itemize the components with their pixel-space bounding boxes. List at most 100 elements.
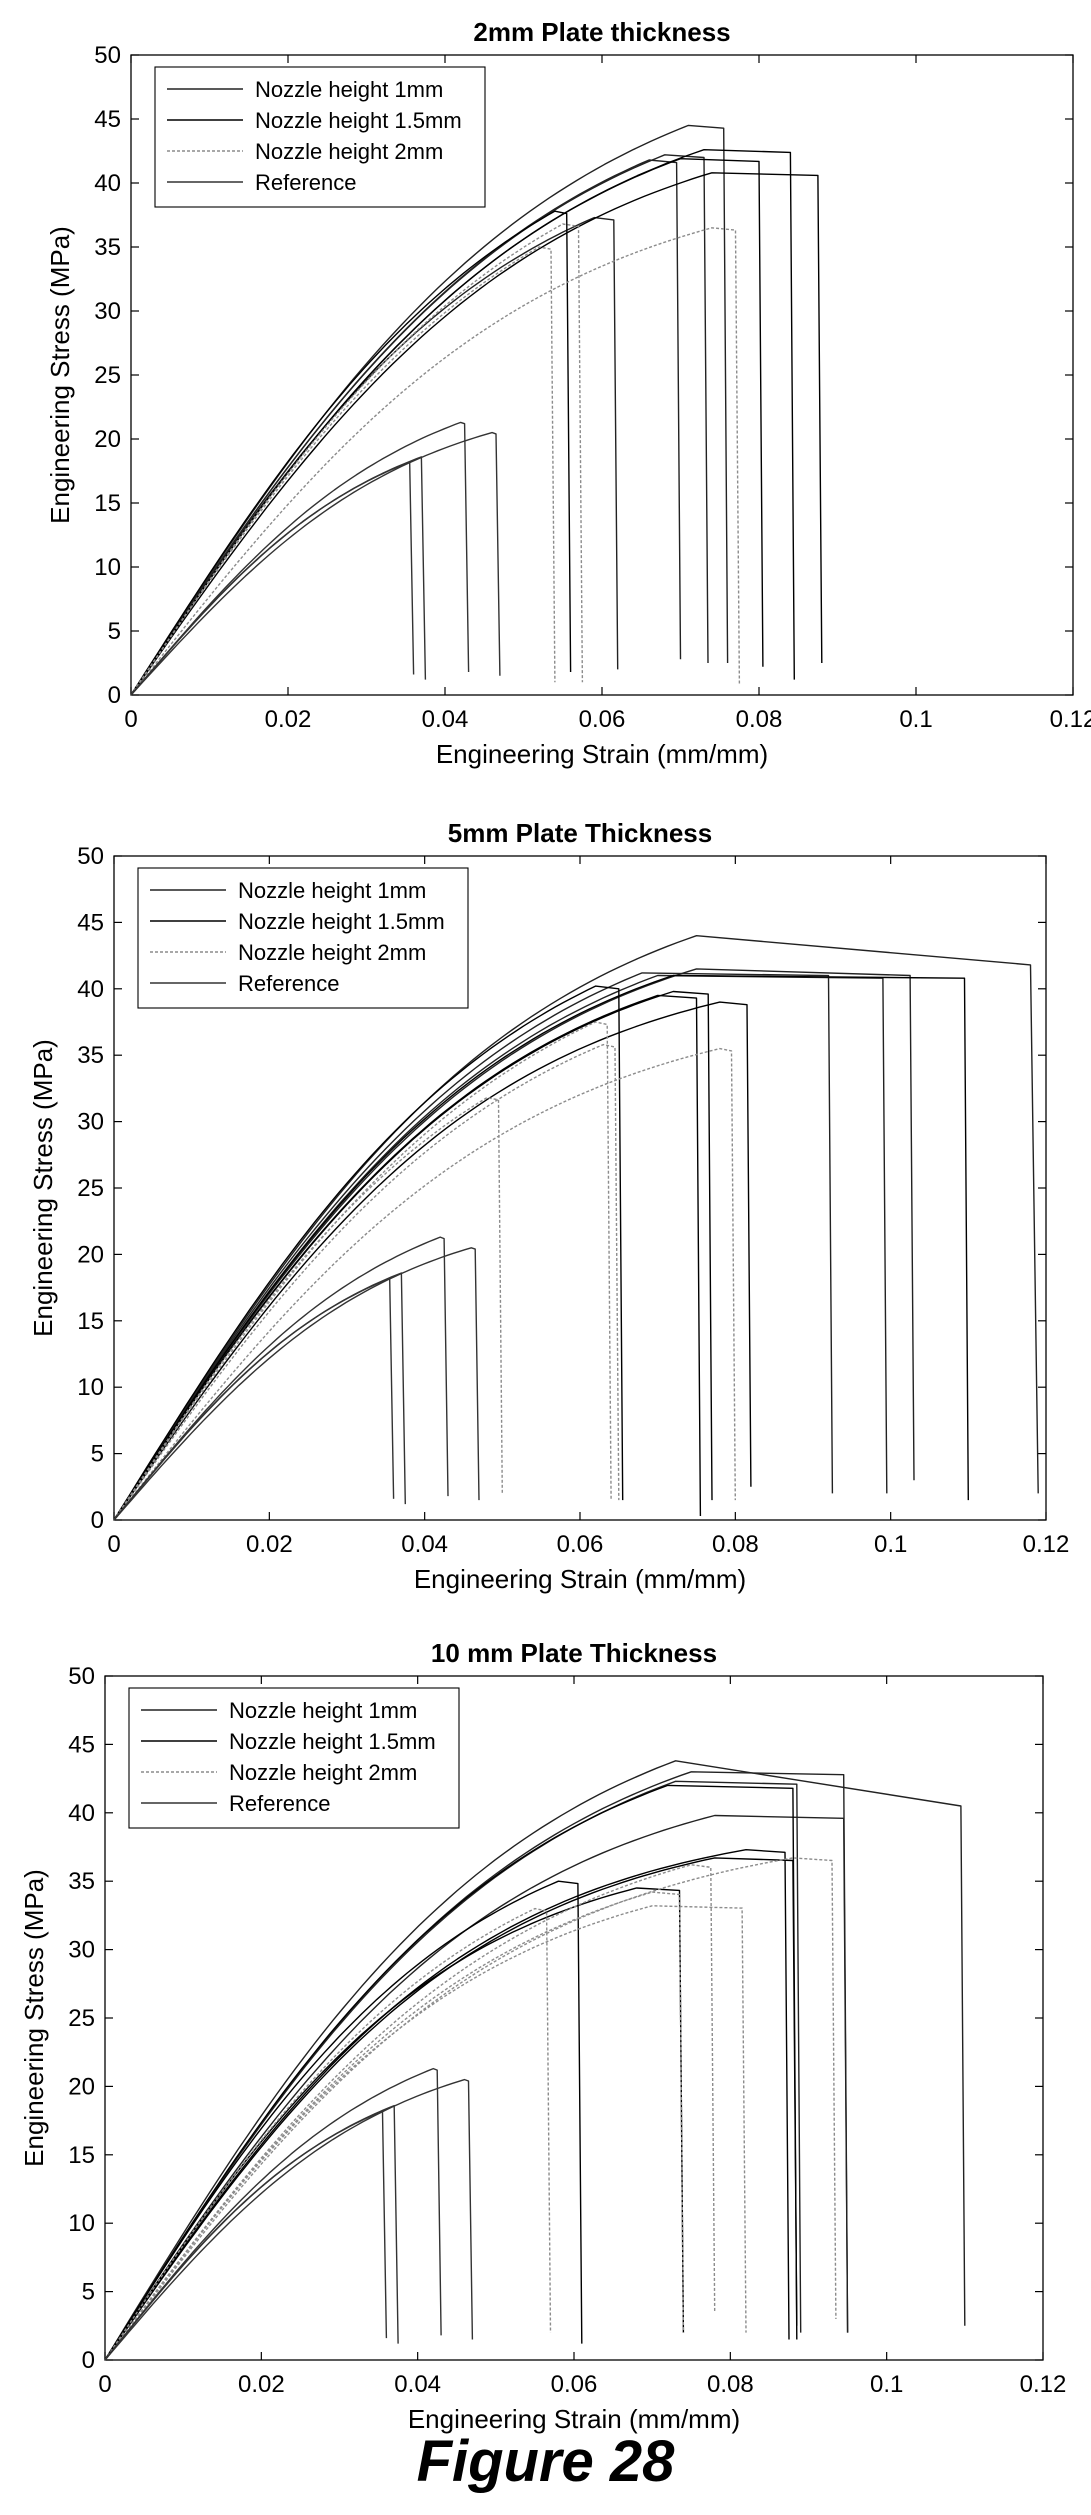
series-1-curve-1 [130, 124, 729, 696]
data-lines [113, 935, 1039, 1521]
y-tick-label: 50 [94, 42, 121, 69]
y-tick-label: 20 [77, 1241, 104, 1268]
x-tick-label: 0.06 [551, 2371, 598, 2398]
series-2-curve-5 [113, 1001, 752, 1521]
series-2-curve-1 [104, 1784, 798, 2361]
legend-label-3: Nozzle height 2mm [255, 139, 443, 164]
y-axis-label: Engineering Stress (MPa) [28, 1039, 58, 1337]
series-4 [130, 421, 501, 696]
x-tick-label: 0.04 [401, 1531, 448, 1558]
series-1-curve-3 [113, 972, 834, 1521]
legend-label-3: Nozzle height 2mm [238, 940, 426, 965]
legend-label-2: Nozzle height 1.5mm [229, 1729, 436, 1754]
x-tick-label: 0.08 [712, 1531, 759, 1558]
x-tick-label: 0.08 [736, 706, 783, 733]
x-axis-label: Engineering Strain (mm/mm) [414, 1564, 746, 1594]
legend: Nozzle height 1mm Nozzle height 1.5mm Nozz… [137, 867, 469, 1009]
x-tick-label: 0.02 [238, 2371, 285, 2398]
x-tick-label: 0 [124, 706, 137, 733]
y-tick-label: 15 [94, 490, 121, 517]
y-tick-label: 50 [77, 843, 104, 870]
legend-label-1: Nozzle height 1mm [255, 77, 443, 102]
x-tick-label: 0.06 [557, 1531, 604, 1558]
series-4-curve-2 [104, 2078, 474, 2361]
series-3-curve-3 [113, 1047, 736, 1521]
y-tick-label: 5 [108, 618, 121, 645]
series-2-curve-4 [104, 1880, 583, 2361]
data-lines [104, 1760, 966, 2361]
series-4-curve-4 [104, 2110, 388, 2361]
y-tick-label: 35 [94, 234, 121, 261]
chart-panel-2: 5mm Plate Thickness 0 0.02 0.04 0.06 0.08 0.1 0… [28, 818, 1069, 1594]
series-3-curve-1 [130, 227, 741, 696]
legend-box [154, 66, 486, 208]
series-3-curve-4 [104, 1905, 747, 2361]
series-3 [104, 1857, 837, 2361]
legend-label-4: Reference [238, 971, 340, 996]
legend-label-4: Reference [229, 1791, 331, 1816]
x-axis-label: Engineering Strain (mm/mm) [408, 2404, 740, 2434]
y-tick-label: 35 [68, 1868, 95, 1895]
y-tick-label: 40 [77, 976, 104, 1003]
series-1-curve-3 [130, 159, 682, 696]
series-4-curve-4 [113, 1277, 395, 1521]
y-tick-label: 30 [94, 298, 121, 325]
x-tick-label: 0 [107, 1531, 120, 1558]
x-tick-label: 0.1 [874, 1531, 907, 1558]
y-axis-label: Engineering Stress (MPa) [19, 1869, 49, 2167]
x-axis-label: Engineering Strain (mm/mm) [436, 739, 768, 769]
y-tick-label: 40 [68, 1800, 95, 1827]
chart-title: 10 mm Plate Thickness [431, 1638, 717, 1668]
series-4-curve-4 [130, 461, 415, 696]
series-3-curve-5 [104, 1907, 552, 2361]
y-tick-label: 10 [77, 1374, 104, 1401]
x-tick-label: 0.04 [422, 706, 469, 733]
series-1-curve-4 [104, 1814, 849, 2361]
y-tick-label: 50 [68, 1663, 95, 1690]
series-2-curve-4 [130, 210, 572, 696]
series-1-curve-1 [104, 1760, 966, 2361]
series-2-curve-1 [113, 974, 969, 1521]
x-tick-label: 0.04 [394, 2371, 441, 2398]
legend: Nozzle height 1mm Nozzle height 1.5mm Nozz… [128, 1687, 460, 1829]
x-tick-label: 0 [98, 2371, 111, 2398]
legend-label-1: Nozzle height 1mm [238, 878, 426, 903]
x-tick-label: 0.12 [1050, 706, 1091, 733]
series-1-curve-4 [130, 216, 619, 696]
series-3 [130, 223, 741, 696]
series-4 [104, 2067, 474, 2361]
y-tick-label: 5 [82, 2279, 95, 2306]
legend-label-2: Nozzle height 1.5mm [255, 108, 462, 133]
y-tick-label: 15 [68, 2142, 95, 2169]
series-4 [113, 1236, 480, 1521]
y-tick-label: 0 [108, 682, 121, 709]
y-tick-label: 10 [94, 554, 121, 581]
legend-label-3: Nozzle height 2mm [229, 1760, 417, 1785]
series-1 [130, 124, 729, 696]
y-tick-label: 30 [68, 1937, 95, 1964]
legend-label-2: Nozzle height 1.5mm [238, 909, 445, 934]
figure-caption: Figure 28 [416, 2429, 675, 2494]
y-tick-label: 20 [68, 2073, 95, 2100]
series-3-curve-2 [113, 1043, 620, 1521]
series-2 [104, 1784, 798, 2361]
legend-label-1: Nozzle height 1mm [229, 1698, 417, 1723]
series-1-curve-2 [113, 968, 915, 1521]
y-tick-label: 20 [94, 426, 121, 453]
y-tick-label: 35 [77, 1042, 104, 1069]
x-tick-label: 0.02 [265, 706, 312, 733]
y-tick-label: 25 [94, 362, 121, 389]
series-4-curve-2 [130, 431, 501, 696]
series-3-curve-1 [113, 1021, 612, 1521]
y-tick-label: 15 [77, 1308, 104, 1335]
y-tick-label: 5 [91, 1441, 104, 1468]
y-tick-label: 0 [82, 2347, 95, 2374]
legend: Nozzle height 1mm Nozzle height 1.5mm Nozz… [154, 66, 486, 208]
chart-title: 2mm Plate thickness [473, 17, 730, 47]
data-lines [130, 124, 823, 696]
series-3-curve-4 [113, 1096, 503, 1521]
series-3 [113, 1021, 736, 1521]
x-tick-label: 0.12 [1023, 1531, 1070, 1558]
series-2-curve-2 [104, 1848, 790, 2361]
